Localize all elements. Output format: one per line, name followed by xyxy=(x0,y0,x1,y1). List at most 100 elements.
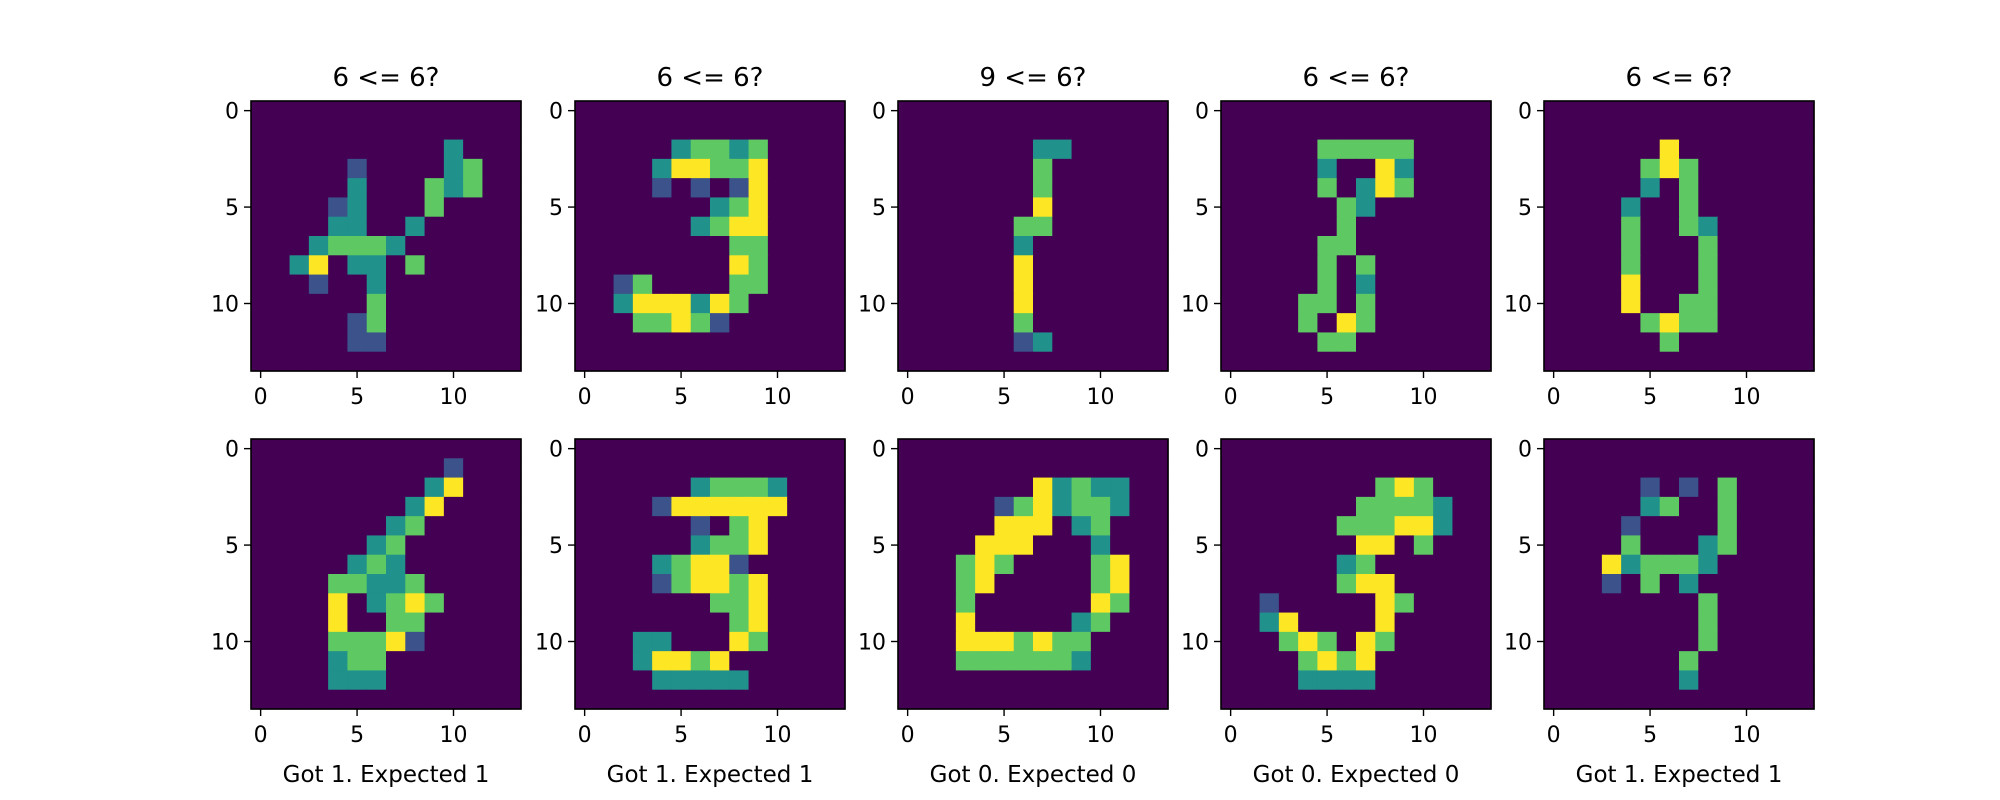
pixel-cell xyxy=(898,351,918,372)
pixel-cell xyxy=(1259,477,1280,498)
pixel-cell xyxy=(1394,236,1415,256)
pixel-cell xyxy=(1775,351,1796,372)
pixel-cell xyxy=(1736,554,1757,575)
pixel-cell xyxy=(1221,197,1241,218)
x-tick-label: 0 xyxy=(901,385,915,410)
pixel-cell xyxy=(1013,120,1034,141)
pixel-cell xyxy=(1640,458,1661,479)
pixel-cell xyxy=(1717,458,1738,479)
pixel-cell xyxy=(328,178,349,199)
pixel-cell xyxy=(594,554,615,575)
pixel-cell xyxy=(1621,631,1642,652)
pixel-cell xyxy=(613,313,634,334)
pixel-cell xyxy=(806,477,827,498)
pixel-cell xyxy=(767,139,788,160)
pixel-cell xyxy=(1582,120,1603,141)
pixel-cell xyxy=(1240,101,1261,121)
pixel-cell xyxy=(1640,439,1661,459)
pixel-cell xyxy=(955,274,976,295)
pixel-cell xyxy=(1621,274,1642,295)
pixel-cell xyxy=(1317,236,1338,256)
pixel-cell xyxy=(1221,101,1241,121)
pixel-cell xyxy=(1298,651,1319,672)
pixel-cell xyxy=(482,496,503,517)
pixel-cell xyxy=(955,554,976,575)
pixel-cell xyxy=(1375,593,1396,614)
pixel-cell xyxy=(613,574,634,594)
pixel-cell xyxy=(1794,158,1815,179)
pixel-cell xyxy=(1033,670,1053,691)
pixel-cell xyxy=(1659,293,1680,314)
pixel-cell xyxy=(917,477,938,498)
pixel-cell xyxy=(632,458,653,479)
pixel-cell xyxy=(1601,293,1622,314)
pixel-cell xyxy=(1033,477,1053,498)
pixel-cell xyxy=(1298,236,1319,256)
pixel-cell xyxy=(1544,554,1564,575)
pixel-cell xyxy=(1544,689,1564,710)
pixel-cell xyxy=(975,631,996,652)
pixel-cell xyxy=(1452,554,1473,575)
pixel-cell xyxy=(898,458,918,479)
pixel-cell xyxy=(1563,516,1584,537)
pixel-cell xyxy=(1013,197,1034,218)
pixel-cell xyxy=(1452,139,1473,160)
pixel-cell xyxy=(1298,554,1319,575)
pixel-cell xyxy=(955,574,976,594)
pixel-cell xyxy=(1698,101,1719,121)
pixel-cell xyxy=(1394,631,1415,652)
pixel-cell xyxy=(748,689,769,710)
pixel-cell xyxy=(386,274,406,295)
pixel-cell xyxy=(594,535,615,556)
pixel-cell xyxy=(366,101,387,121)
pixel-cell xyxy=(328,670,349,691)
pixel-cell xyxy=(825,197,846,218)
pixel-cell xyxy=(1433,439,1454,459)
pixel-cell xyxy=(613,496,634,517)
pixel-cell xyxy=(1717,197,1738,218)
pixel-cell xyxy=(463,516,484,537)
pixel-cell xyxy=(1052,574,1073,594)
pixel-cell xyxy=(787,139,808,160)
pixel-cell xyxy=(1736,477,1757,498)
pixel-cell xyxy=(443,216,464,237)
pixel-cell xyxy=(1563,496,1584,517)
pixel-cell xyxy=(1013,651,1034,672)
pixel-cell xyxy=(787,670,808,691)
pixel-cell xyxy=(424,274,445,295)
pixel-cell xyxy=(955,351,976,372)
pixel-cell xyxy=(575,535,595,556)
pixel-cell xyxy=(1698,535,1719,556)
pixel-cell xyxy=(1775,158,1796,179)
pixel-cell xyxy=(652,554,673,575)
pixel-cell xyxy=(1375,255,1396,276)
pixel-cell xyxy=(898,255,918,276)
pixel-cell xyxy=(632,101,653,121)
pixel-cell xyxy=(1640,516,1661,537)
pixel-cell xyxy=(1298,178,1319,199)
pixel-cell xyxy=(1659,554,1680,575)
pixel-cell xyxy=(1090,236,1111,256)
pixel-cell xyxy=(652,197,673,218)
pixel-cell xyxy=(347,158,368,179)
pixel-cell xyxy=(1698,612,1719,633)
pixel-cell xyxy=(613,439,634,459)
pixel-cell xyxy=(710,120,730,141)
pixel-cell xyxy=(1413,293,1434,314)
pixel-cell xyxy=(1413,516,1434,537)
pixel-cell xyxy=(308,496,329,517)
pixel-cell xyxy=(1240,458,1261,479)
pixel-cell xyxy=(613,274,634,295)
pixel-cell xyxy=(575,670,595,691)
pixel-cell xyxy=(787,458,808,479)
pixel-cell xyxy=(975,332,996,353)
pixel-cell xyxy=(994,458,1015,479)
pixel-cell xyxy=(1471,458,1492,479)
pixel-cell xyxy=(806,670,827,691)
pixel-cell xyxy=(748,139,769,160)
pixel-cell xyxy=(594,612,615,633)
pixel-cell xyxy=(575,651,595,672)
pixel-cell xyxy=(1394,313,1415,334)
pixel-cell xyxy=(347,574,368,594)
